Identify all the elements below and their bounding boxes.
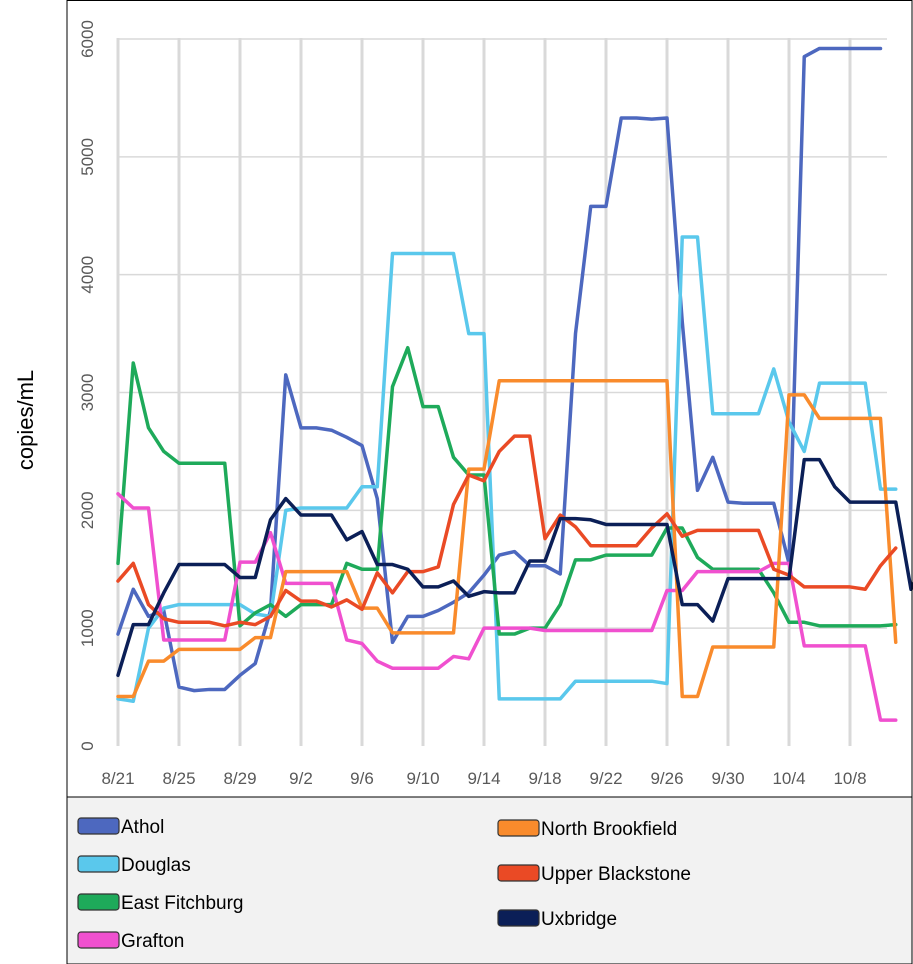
y-tick-label: 6000 (78, 20, 97, 58)
x-tick-label: 10/4 (772, 769, 805, 788)
legend-box (66, 796, 913, 964)
legend-label-upper-blackstone: Upper Blackstone (541, 864, 691, 885)
y-tick-label: 4000 (78, 256, 97, 294)
x-tick-label: 9/22 (589, 769, 622, 788)
y-tick-label: 1000 (78, 609, 97, 647)
legend: Athol Douglas East Fitchburg Grafton North B… (77, 817, 691, 952)
legend-swatch-uxbridge (497, 909, 540, 927)
legend-swatch-upper-blackstone (497, 864, 540, 882)
legend-label-grafton: Grafton (121, 931, 184, 952)
x-tick-label: 9/18 (528, 769, 561, 788)
series-line-douglas (116, 235, 898, 703)
x-tick-label: 9/6 (350, 769, 374, 788)
legend-label-east-fitchburg: East Fitchburg (121, 893, 244, 914)
legend-label-douglas: Douglas (121, 855, 191, 876)
series-line-upper-blackstone (116, 434, 898, 628)
x-tick-label: 9/30 (711, 769, 744, 788)
legend-swatch-north-brookfield (497, 819, 540, 837)
legend-label-uxbridge: Uxbridge (541, 909, 617, 930)
y-tick-label: 5000 (78, 138, 97, 176)
legend-swatch-grafton (77, 931, 120, 949)
x-tick-label: 8/21 (101, 769, 134, 788)
legend-label-north-brookfield: North Brookfield (541, 819, 677, 840)
y-axis-label: copies/mL (13, 370, 38, 470)
gridlines (116, 38, 887, 746)
x-tick-label: 9/10 (406, 769, 439, 788)
series-line-grafton (116, 492, 898, 722)
series-line-athol (116, 46, 883, 693)
legend-swatch-athol (77, 817, 120, 835)
legend-label-athol: Athol (121, 817, 164, 838)
legend-swatch-douglas (77, 855, 120, 873)
x-tick-label: 8/25 (162, 769, 195, 788)
series-line-north-brookfield (116, 378, 898, 699)
x-tick-label: 9/2 (289, 769, 313, 788)
x-tick-label: 8/29 (223, 769, 256, 788)
x-tick-label: 9/14 (467, 769, 500, 788)
x-tick-label: 10/8 (833, 769, 866, 788)
y-tick-label: 0 (78, 741, 97, 750)
y-tick-labels: 0 1000 2000 3000 4000 5000 6000 (78, 20, 97, 751)
series-lines (116, 46, 913, 722)
x-tick-label: 9/26 (650, 769, 683, 788)
legend-swatch-east-fitchburg (77, 893, 120, 911)
x-tick-labels: 8/21 8/25 8/29 9/2 9/6 9/10 9/14 9/18 9/22 9/26 9/… (101, 769, 866, 788)
series-line-uxbridge (116, 457, 913, 678)
y-tick-label: 2000 (78, 491, 97, 529)
series-line-east-fitchburg (116, 345, 898, 636)
y-tick-label: 3000 (78, 374, 97, 412)
